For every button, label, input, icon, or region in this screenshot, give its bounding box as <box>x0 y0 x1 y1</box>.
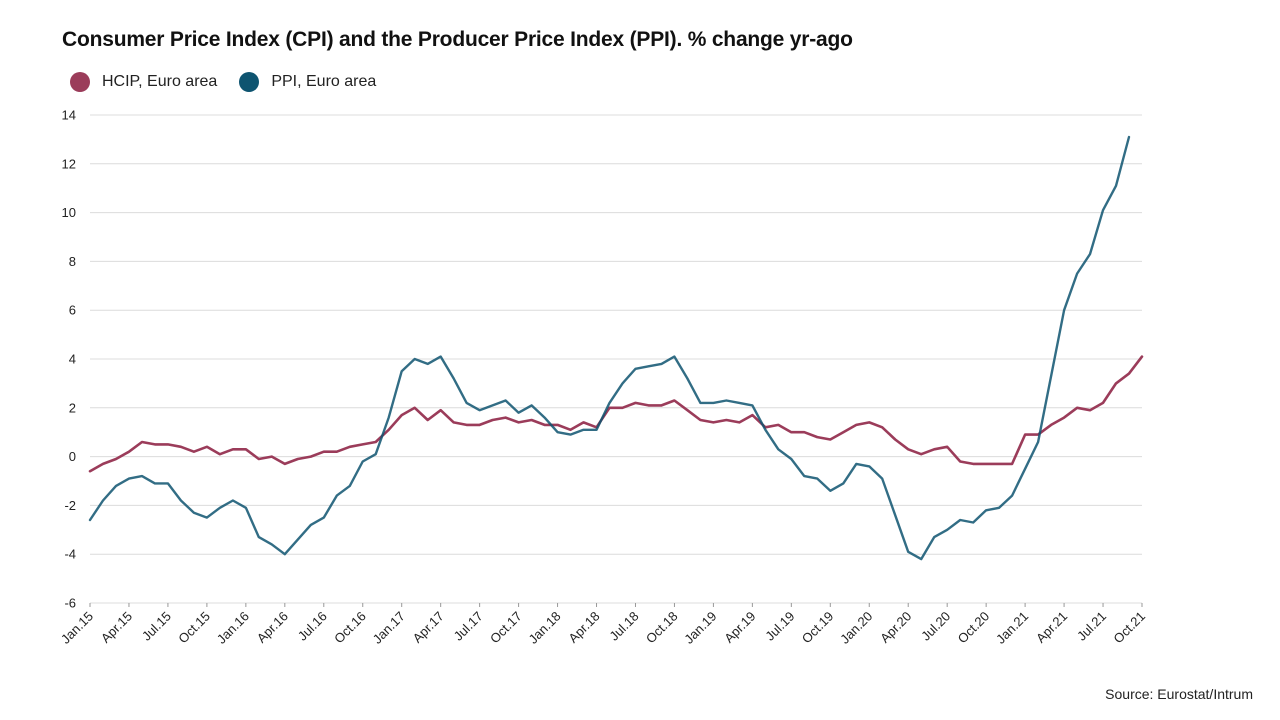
x-tick-label: Jan.17 <box>370 609 408 647</box>
series-line-hcip <box>88 355 1144 473</box>
x-tick-label: Jul.17 <box>451 609 486 644</box>
y-tick-label: 8 <box>69 254 76 269</box>
y-tick-label: 4 <box>69 352 76 367</box>
x-tick-label: Oct.18 <box>643 609 681 647</box>
y-tick-label: -2 <box>64 498 76 513</box>
x-tick-label: Jan.18 <box>525 609 563 647</box>
x-tick-label: Jul.15 <box>139 609 174 644</box>
x-tick-label: Apr.19 <box>721 609 758 646</box>
y-tick-label: 14 <box>62 108 76 123</box>
legend-label-ppi: PPI, Euro area <box>271 73 377 90</box>
legend-label-hcip: HCIP, Euro area <box>102 73 218 90</box>
x-tick-label: Oct.16 <box>331 609 369 647</box>
x-tick-label: Oct.15 <box>175 609 213 647</box>
legend-item-ppi: PPI, Euro area <box>239 72 376 92</box>
x-tick-label: Jan.21 <box>993 609 1031 647</box>
x-tick-label: Apr.15 <box>98 609 135 646</box>
chart-title: Consumer Price Index (CPI) and the Produ… <box>62 28 853 51</box>
x-tick-label: Jan.19 <box>681 609 719 647</box>
x-tick-label: Jul.16 <box>295 609 330 644</box>
x-tick-label: Jul.21 <box>1074 609 1109 644</box>
series-lines <box>88 135 1144 561</box>
x-tick-label: Apr.18 <box>565 609 602 646</box>
x-tick-label: Apr.17 <box>410 609 447 646</box>
y-tick-label: 6 <box>69 303 76 318</box>
x-tick-label: Jan.20 <box>837 609 875 647</box>
x-tick-label: Oct.17 <box>487 609 525 647</box>
x-tick-label: Jul.19 <box>762 609 797 644</box>
legend-item-hcip: HCIP, Euro area <box>70 72 217 92</box>
y-tick-label: -4 <box>64 547 76 562</box>
series-line-ppi <box>88 135 1131 561</box>
source-note: Source: Eurostat/Intrum <box>1105 686 1253 702</box>
x-tick-label: Jan.16 <box>214 609 252 647</box>
y-tick-label: 2 <box>69 400 76 415</box>
x-tick-label: Apr.16 <box>254 609 291 646</box>
gridlines <box>90 114 1142 604</box>
y-axis: 14 12 10 8 6 4 2 0 -2 -4 -6 <box>62 108 76 611</box>
legend: HCIP, Euro area PPI, Euro area <box>70 72 398 92</box>
x-tick-label: Jul.18 <box>606 609 641 644</box>
y-tick-label: 12 <box>62 156 76 171</box>
y-tick-label: 0 <box>69 449 76 464</box>
x-tick-label: Oct.20 <box>955 609 993 647</box>
x-axis: Jan.15 Apr.15 Jul.15 Oct.15 Jan.16 Apr.16 Jul.… <box>58 603 1148 647</box>
x-tick-label: Apr.21 <box>1033 609 1070 646</box>
y-tick-label: -6 <box>64 596 76 611</box>
x-tick-label: Oct.19 <box>799 609 837 647</box>
x-tick-label: Jan.15 <box>58 609 96 647</box>
legend-marker-hcip <box>70 72 90 92</box>
x-tick-label: Apr.20 <box>877 609 914 646</box>
x-tick-label: Jul.20 <box>918 609 953 644</box>
legend-marker-ppi <box>239 72 260 92</box>
y-tick-label: 10 <box>62 205 76 220</box>
x-tick-label: Oct.21 <box>1110 609 1148 647</box>
